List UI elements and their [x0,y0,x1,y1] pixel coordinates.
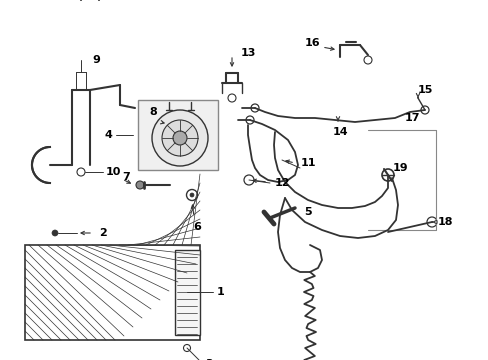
Text: 12: 12 [274,178,289,188]
Text: 9: 9 [92,55,100,65]
Circle shape [250,104,259,112]
Circle shape [244,175,253,185]
Text: 18: 18 [436,217,452,227]
Text: 1: 1 [217,287,224,297]
Text: 11: 11 [300,158,315,168]
Bar [175,250,200,335]
Circle shape [363,56,371,64]
Circle shape [227,94,236,102]
Text: 2: 2 [99,228,107,238]
Text: 4: 4 [104,130,112,140]
Circle shape [186,189,197,201]
Circle shape [190,193,194,197]
Circle shape [183,345,190,351]
Circle shape [381,169,393,181]
Circle shape [245,116,253,124]
Text: 6: 6 [193,222,201,232]
Circle shape [162,120,198,156]
Circle shape [420,106,428,114]
Circle shape [136,181,143,189]
Circle shape [173,131,186,145]
Circle shape [152,110,207,166]
Text: 5: 5 [304,207,311,217]
Circle shape [52,230,58,236]
Circle shape [77,168,85,176]
Text: 14: 14 [331,127,347,137]
Bar [25,245,200,340]
Text: 15: 15 [416,85,432,95]
Text: 17: 17 [404,113,419,123]
Text: 8: 8 [149,107,157,117]
Text: 10: 10 [105,167,121,177]
Text: 3: 3 [205,359,212,360]
Text: 19: 19 [391,163,407,173]
Text: 16: 16 [304,38,319,48]
Text: 7: 7 [122,172,130,182]
Circle shape [426,217,436,227]
Bar [138,100,218,170]
Text: 13: 13 [240,48,255,58]
